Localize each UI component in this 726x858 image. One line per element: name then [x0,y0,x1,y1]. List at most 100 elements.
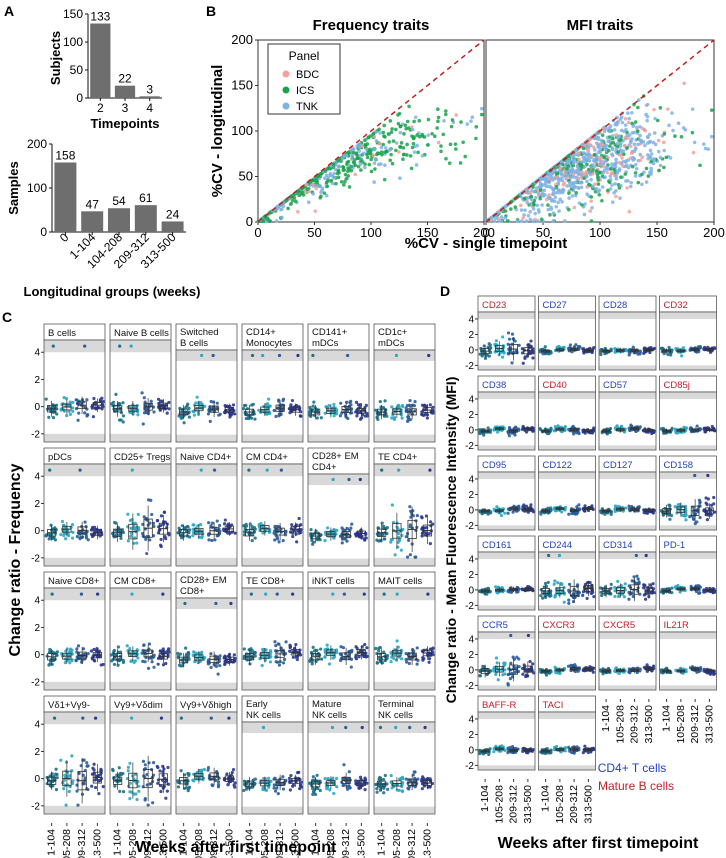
scatter-point [614,160,619,165]
facet-frame [109,339,172,443]
box-point [415,513,419,518]
box-point [541,352,545,356]
box-point [137,789,141,793]
scatter-point [390,161,395,166]
box-point [346,416,350,421]
x-tick-label: 1-104 [46,829,58,856]
box-point [218,529,222,533]
upper-band [44,340,105,353]
scatter-point [439,149,443,154]
box-point [269,650,273,654]
scatter-point [411,136,416,141]
scatter-point [371,131,376,136]
x-tick-label: 100 [589,225,611,240]
box-point [342,783,346,787]
scatter-point [344,153,349,158]
box-point [340,541,344,545]
scatter-point [356,164,361,169]
scatter-point [681,126,686,130]
box-point [381,406,386,410]
box-point [396,531,401,536]
outlier-point [130,468,134,472]
legend-label: TNK [296,101,319,113]
scatter-point [658,155,663,160]
box-point [251,402,255,406]
scatter-point [626,120,631,125]
scatter-point [373,147,377,152]
scatter-point [443,109,448,113]
scatter-point [657,168,661,173]
scatter-point [558,197,563,202]
scatter-point [551,219,556,223]
lower-band [44,557,105,566]
scatter-point [449,124,454,129]
scatter-point [619,175,623,179]
scatter-point [335,171,340,176]
box-point [247,648,251,652]
box-point [299,523,303,527]
scatter-point [311,183,315,187]
scatter-point [552,199,557,204]
box-point [66,532,70,536]
legend-frame [267,43,341,115]
box-point [383,658,387,663]
x-tick-label: 1-104 [112,829,124,856]
scatter-point [450,118,455,122]
box-point [47,415,51,419]
scatter-point [579,180,584,185]
scatter-point [560,190,565,195]
outlier-point [51,344,55,348]
scatter-point [614,177,619,181]
box-point [74,659,78,663]
scatter-point [671,128,675,133]
scatter-point [589,195,594,199]
scatter-point [556,200,560,205]
scatter-point [648,170,652,175]
scatter-point [496,210,500,215]
box-point [80,660,84,664]
box-point [319,647,323,651]
scatter-point [615,171,620,175]
x-tick-label: 313-500 [91,829,103,858]
box-point [116,525,120,529]
box-point [176,785,181,789]
box-point [340,537,344,541]
bar [139,96,160,98]
outlier-point [261,353,265,358]
scatter-point [509,207,513,211]
box-point [390,416,394,420]
scatter-point [579,185,584,190]
box-point [118,418,122,422]
box-point [385,414,389,418]
box-point [268,660,273,664]
scatter-point [420,153,425,158]
box-point [59,532,63,537]
scatter-point [422,135,427,139]
scatter-point [365,142,370,146]
scatter-point [526,213,531,218]
facet-strip [307,323,370,351]
scatter-point [617,168,622,173]
box-point [393,553,397,557]
scatter-point [692,140,697,145]
scatter-point [280,215,284,220]
facet-label-line2: CD4+ [312,462,337,473]
box-point [288,788,292,792]
scatter-point [604,165,609,170]
box-point [197,535,201,539]
scatter-point [662,165,666,170]
scatter-point [426,117,431,122]
box-point [167,400,171,405]
scatter-point [639,140,644,144]
scatter-point [411,141,416,146]
scatter-point [274,219,279,223]
box-point [332,402,336,407]
box-point [319,416,323,420]
upper-band [374,464,435,477]
facet-frame [241,463,304,567]
box-point [390,503,394,507]
scatter-point [633,120,638,124]
scatter-point [394,148,398,153]
box-point [275,660,280,664]
